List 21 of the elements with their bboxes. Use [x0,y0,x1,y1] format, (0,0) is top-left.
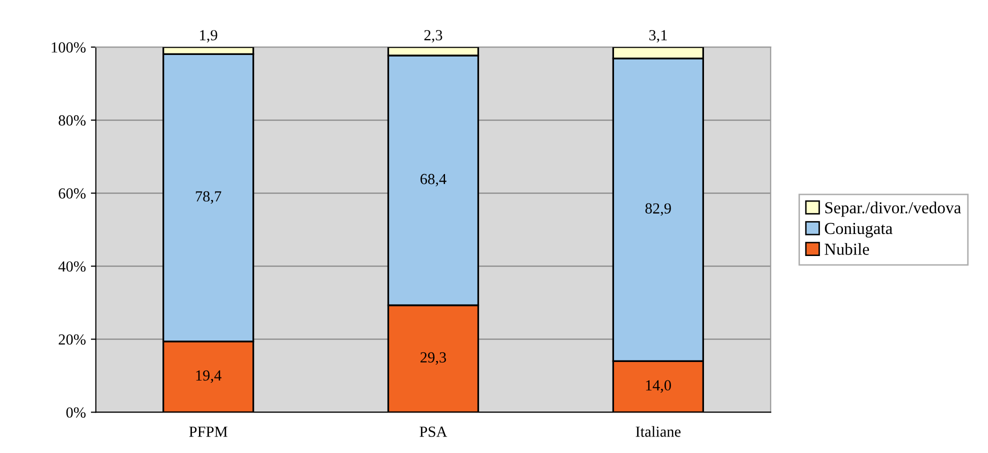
legend-label: Separ./divor./vedova [825,202,962,217]
y-tick-label: 40% [58,261,86,272]
y-tick-label: 100% [52,42,86,53]
data-label: 78,7 [196,191,222,204]
y-tick-label: 60% [58,188,86,199]
legend-label: Coniugata [824,222,892,238]
data-label: 3,1 [649,30,667,43]
data-label: 14,0 [646,380,671,393]
data-label: 68,4 [420,174,446,186]
x-tick-label: Italiane [636,426,681,437]
legend-label: Nubile [824,243,869,255]
x-tick-label: PFPM [189,426,228,437]
y-tick-label: 80% [58,115,86,126]
data-label: 2,3 [424,30,442,43]
y-tick-label: 20% [58,334,86,345]
data-label: 1,9 [200,30,218,43]
x-tick-label: PSA [420,426,448,437]
data-label: 29,3 [420,352,446,365]
data-label: 19,4 [196,370,222,383]
data-label: 82,9 [645,203,671,216]
y-tick-label: 0% [66,407,86,418]
